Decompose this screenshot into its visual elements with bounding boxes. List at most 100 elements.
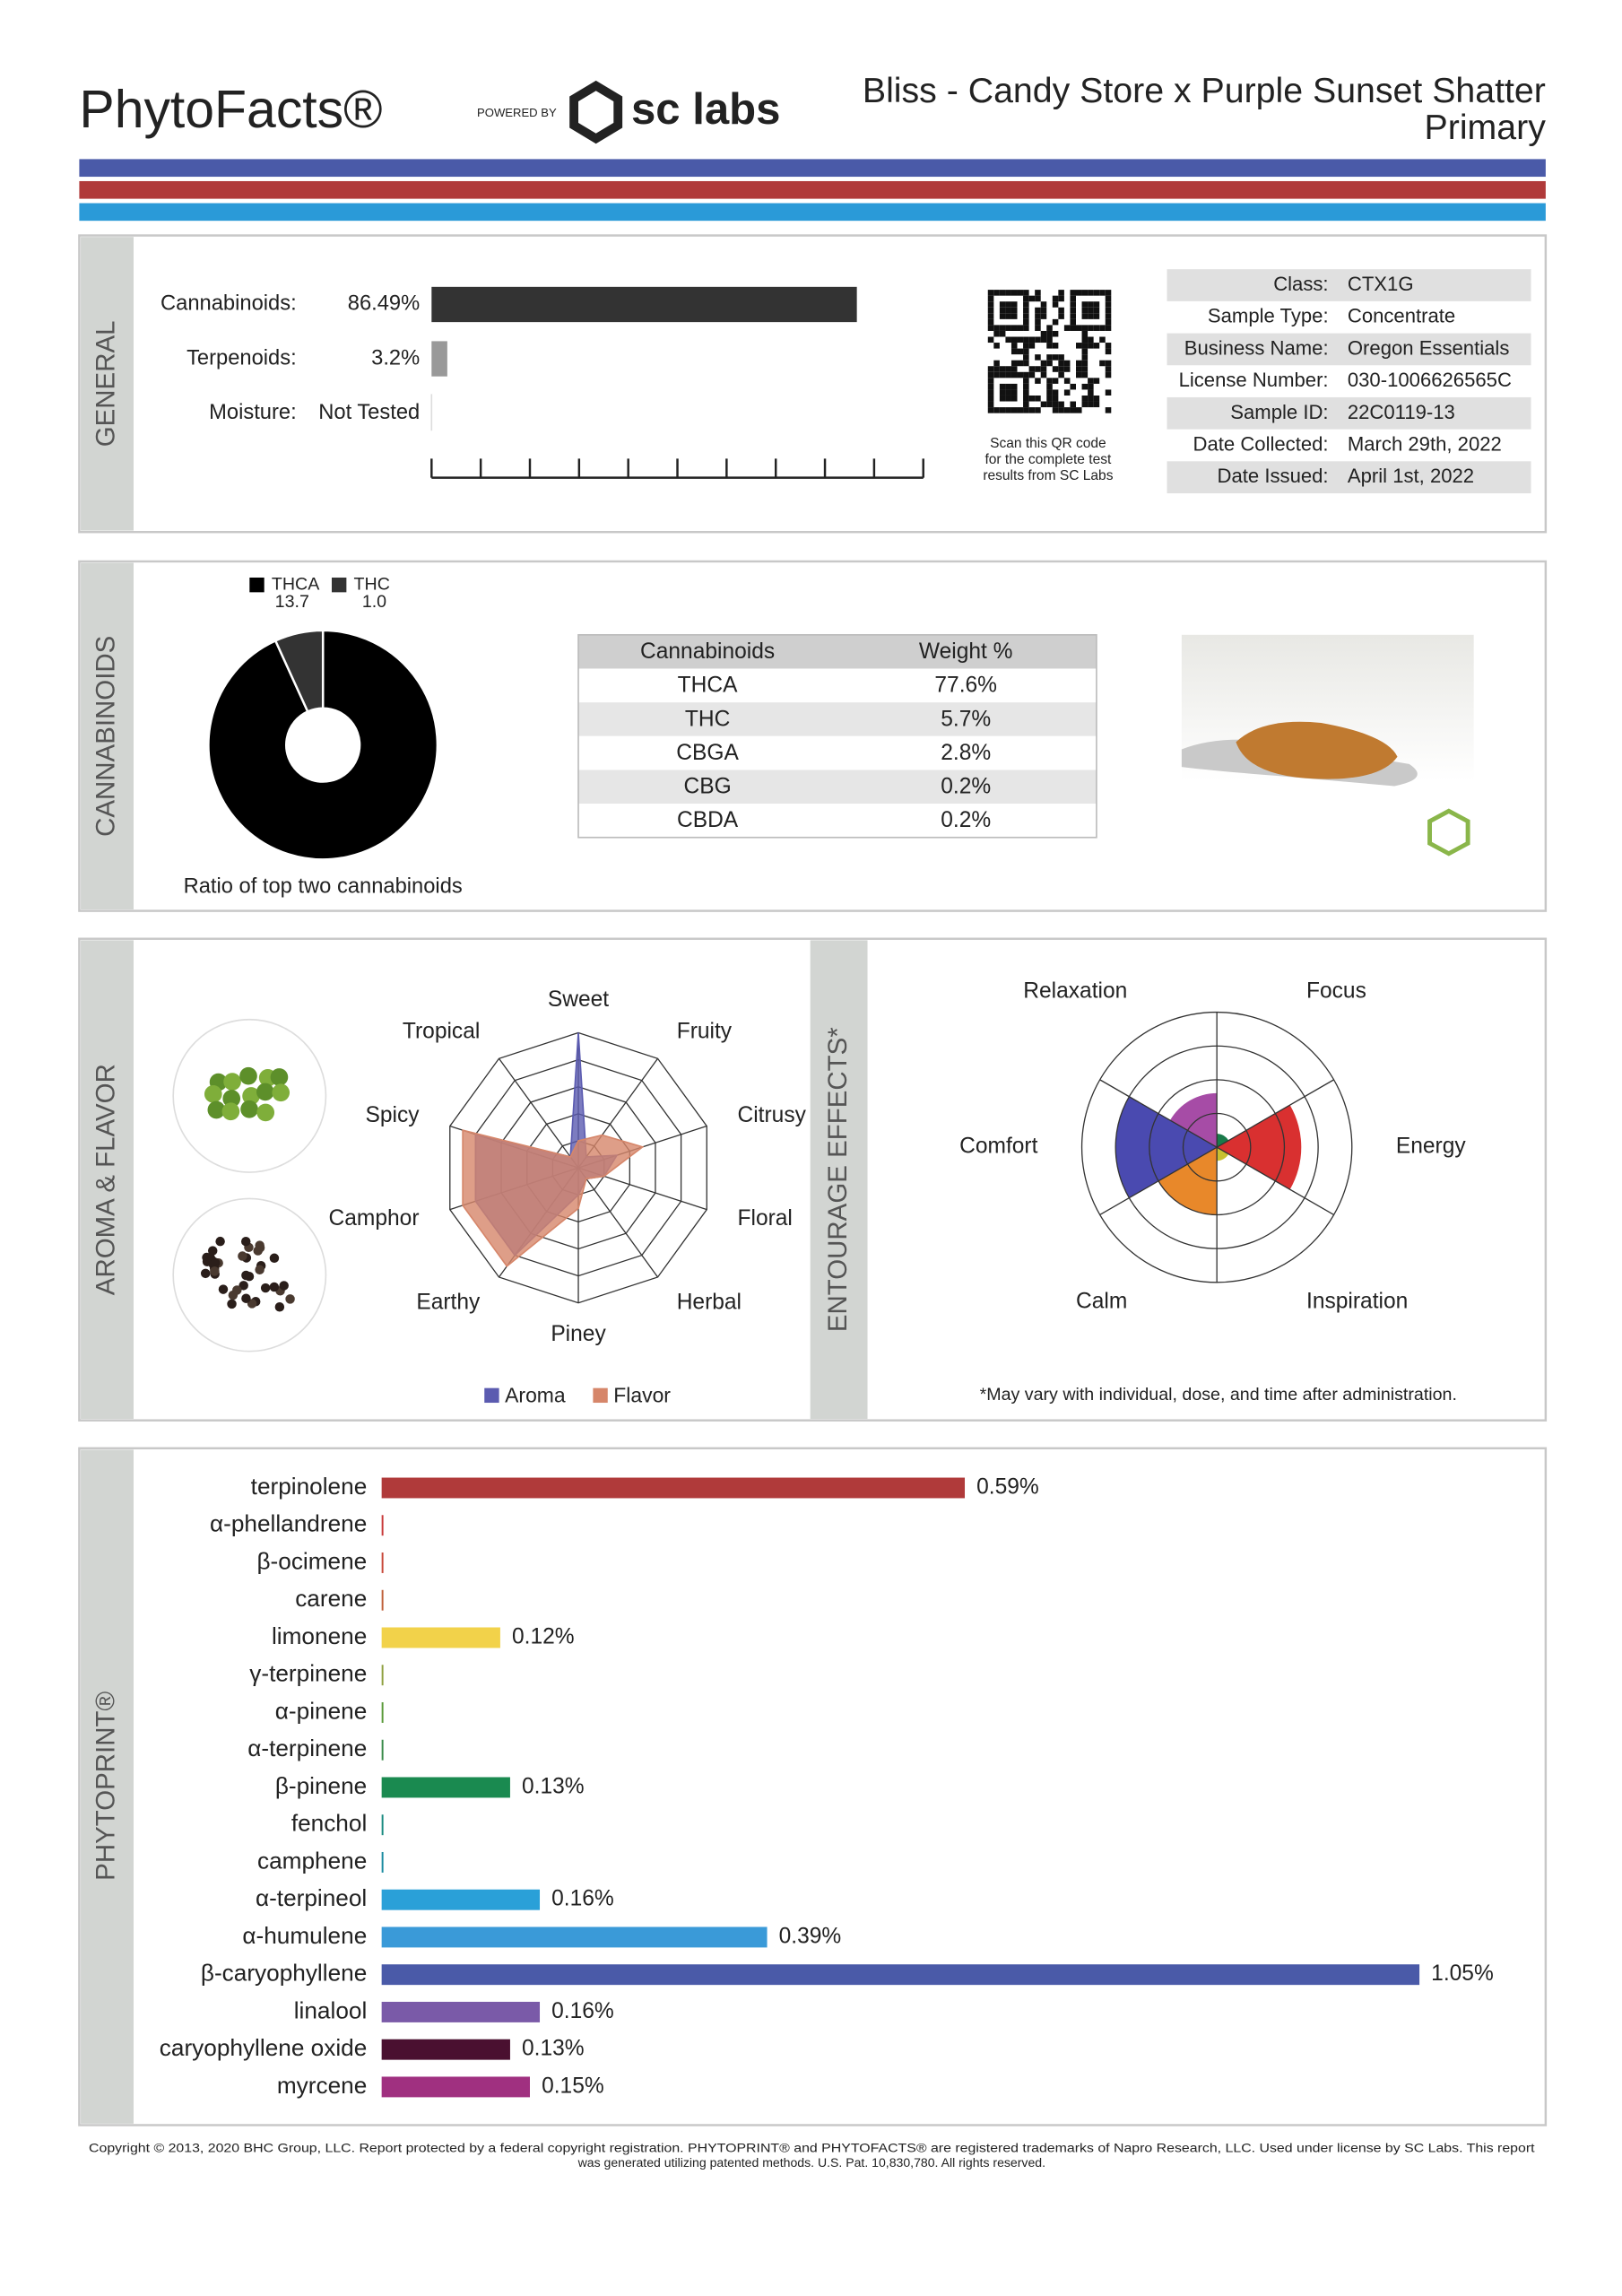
peppercorn bbox=[274, 1302, 285, 1312]
qr-cell bbox=[1023, 325, 1029, 331]
qr-cell bbox=[1105, 389, 1112, 396]
terpene-label: α-phellandrene bbox=[210, 1510, 367, 1537]
qr-cell bbox=[1058, 354, 1064, 361]
legend-swatch bbox=[484, 1387, 499, 1404]
peppercorn bbox=[232, 1285, 242, 1295]
effect-label: Focus bbox=[1306, 979, 1366, 1004]
qr-cell bbox=[1058, 290, 1064, 296]
hop-cone bbox=[256, 1083, 274, 1101]
terpene-label: α-terpineol bbox=[256, 1884, 367, 1911]
section-band bbox=[81, 237, 134, 531]
qr-cell bbox=[993, 366, 1000, 372]
qr-cell bbox=[1052, 330, 1059, 337]
qr-cell bbox=[987, 318, 994, 326]
qr-cell bbox=[1023, 313, 1029, 319]
qr-cell bbox=[1046, 378, 1053, 384]
qr-cell bbox=[1075, 325, 1082, 331]
table-row bbox=[578, 804, 1097, 838]
peppercorn bbox=[227, 1299, 237, 1309]
terpene-bar bbox=[381, 1889, 541, 1910]
qr-cell bbox=[999, 313, 1006, 319]
radar-axis-label: Citrusy bbox=[738, 1103, 807, 1127]
qr-cell bbox=[1005, 383, 1011, 390]
qr-cell bbox=[1081, 354, 1089, 361]
qr-cell bbox=[1035, 336, 1041, 344]
qr-cell bbox=[999, 330, 1006, 337]
radar-spoke bbox=[498, 1057, 579, 1169]
info-value: CTX1G bbox=[1348, 273, 1414, 295]
table-border bbox=[577, 634, 1097, 839]
effect-label: Relaxation bbox=[1023, 979, 1127, 1004]
qr-cell bbox=[1052, 295, 1059, 302]
peppercorn bbox=[260, 1283, 271, 1293]
qr-cell bbox=[1023, 360, 1029, 367]
qr-cell bbox=[1028, 371, 1036, 378]
hop-cone bbox=[207, 1100, 226, 1119]
radar-area bbox=[462, 1129, 645, 1267]
hop-cone bbox=[221, 1102, 240, 1121]
terpene-label: β-ocimene bbox=[256, 1547, 367, 1574]
qr-cell bbox=[1070, 295, 1076, 302]
qr-cell bbox=[999, 407, 1006, 413]
qr-caption: for the complete test bbox=[984, 452, 1112, 467]
radar-axis-label: Sweet bbox=[548, 987, 609, 1012]
section-label: CANNABINOIDS bbox=[91, 636, 120, 837]
radar-axis-label: Spicy bbox=[365, 1103, 420, 1127]
qr-cell bbox=[999, 371, 1006, 378]
qr-cell bbox=[1035, 313, 1041, 319]
table-cell: 0.2% bbox=[941, 808, 991, 832]
qr-code bbox=[987, 290, 1112, 413]
legend-label: Flavor bbox=[613, 1384, 671, 1407]
qr-cell bbox=[1005, 366, 1011, 372]
info-label: Sample Type: bbox=[1208, 305, 1329, 327]
terpene-value: 0.16% bbox=[551, 1887, 614, 1911]
qr-cell bbox=[1023, 407, 1029, 413]
hop-cone bbox=[240, 1100, 258, 1118]
qr-cell bbox=[1081, 301, 1089, 308]
bar bbox=[431, 341, 447, 377]
qr-cell bbox=[987, 378, 994, 384]
qr-cell bbox=[1023, 383, 1029, 390]
qr-cell bbox=[1023, 295, 1029, 302]
qr-cell bbox=[1005, 325, 1011, 331]
qr-cell bbox=[1010, 290, 1018, 296]
qr-cell bbox=[993, 407, 1000, 413]
qr-cell bbox=[1017, 407, 1024, 413]
qr-cell bbox=[1075, 407, 1082, 413]
peppercorn bbox=[239, 1281, 248, 1291]
table-cell: CBG bbox=[683, 775, 731, 799]
report-subtitle: Primary bbox=[1425, 108, 1547, 147]
terpene-label: α-terpinene bbox=[247, 1735, 367, 1761]
pie-slice bbox=[207, 629, 439, 861]
terpene-bar bbox=[381, 1851, 384, 1873]
qr-cell bbox=[1058, 401, 1064, 408]
terpene-label: camphene bbox=[257, 1847, 367, 1874]
terpene-value: 0.15% bbox=[542, 2074, 604, 2098]
peppercorn bbox=[238, 1251, 247, 1261]
legend-swatch bbox=[593, 1387, 608, 1404]
qr-cell bbox=[993, 343, 1000, 349]
qr-cell bbox=[1017, 360, 1024, 367]
terpene-label: myrcene bbox=[277, 2072, 367, 2099]
table-cell: 0.2% bbox=[941, 775, 991, 799]
qr-cell bbox=[1070, 407, 1076, 413]
qr-cell bbox=[1010, 348, 1018, 355]
qr-cell bbox=[1040, 336, 1047, 344]
terpene-bar bbox=[381, 1665, 384, 1686]
qr-cell bbox=[1081, 395, 1089, 402]
qr-cell bbox=[987, 313, 994, 319]
section-band bbox=[81, 940, 134, 1420]
info-row bbox=[1167, 396, 1531, 430]
lab-name: sc labs bbox=[631, 85, 781, 134]
peppercorn bbox=[269, 1282, 280, 1292]
qr-cell bbox=[1105, 290, 1112, 296]
qr-cell bbox=[1028, 395, 1036, 402]
qr-cell bbox=[1105, 360, 1112, 367]
terpene-label: β-caryophyllene bbox=[201, 1960, 367, 1987]
table-row bbox=[578, 770, 1097, 804]
radar-axis-label: Herbal bbox=[677, 1291, 742, 1315]
polar-spoke bbox=[1216, 1079, 1334, 1148]
qr-cell bbox=[1075, 371, 1082, 378]
polar-spoke bbox=[1099, 1079, 1218, 1148]
qr-cell bbox=[1023, 318, 1029, 326]
